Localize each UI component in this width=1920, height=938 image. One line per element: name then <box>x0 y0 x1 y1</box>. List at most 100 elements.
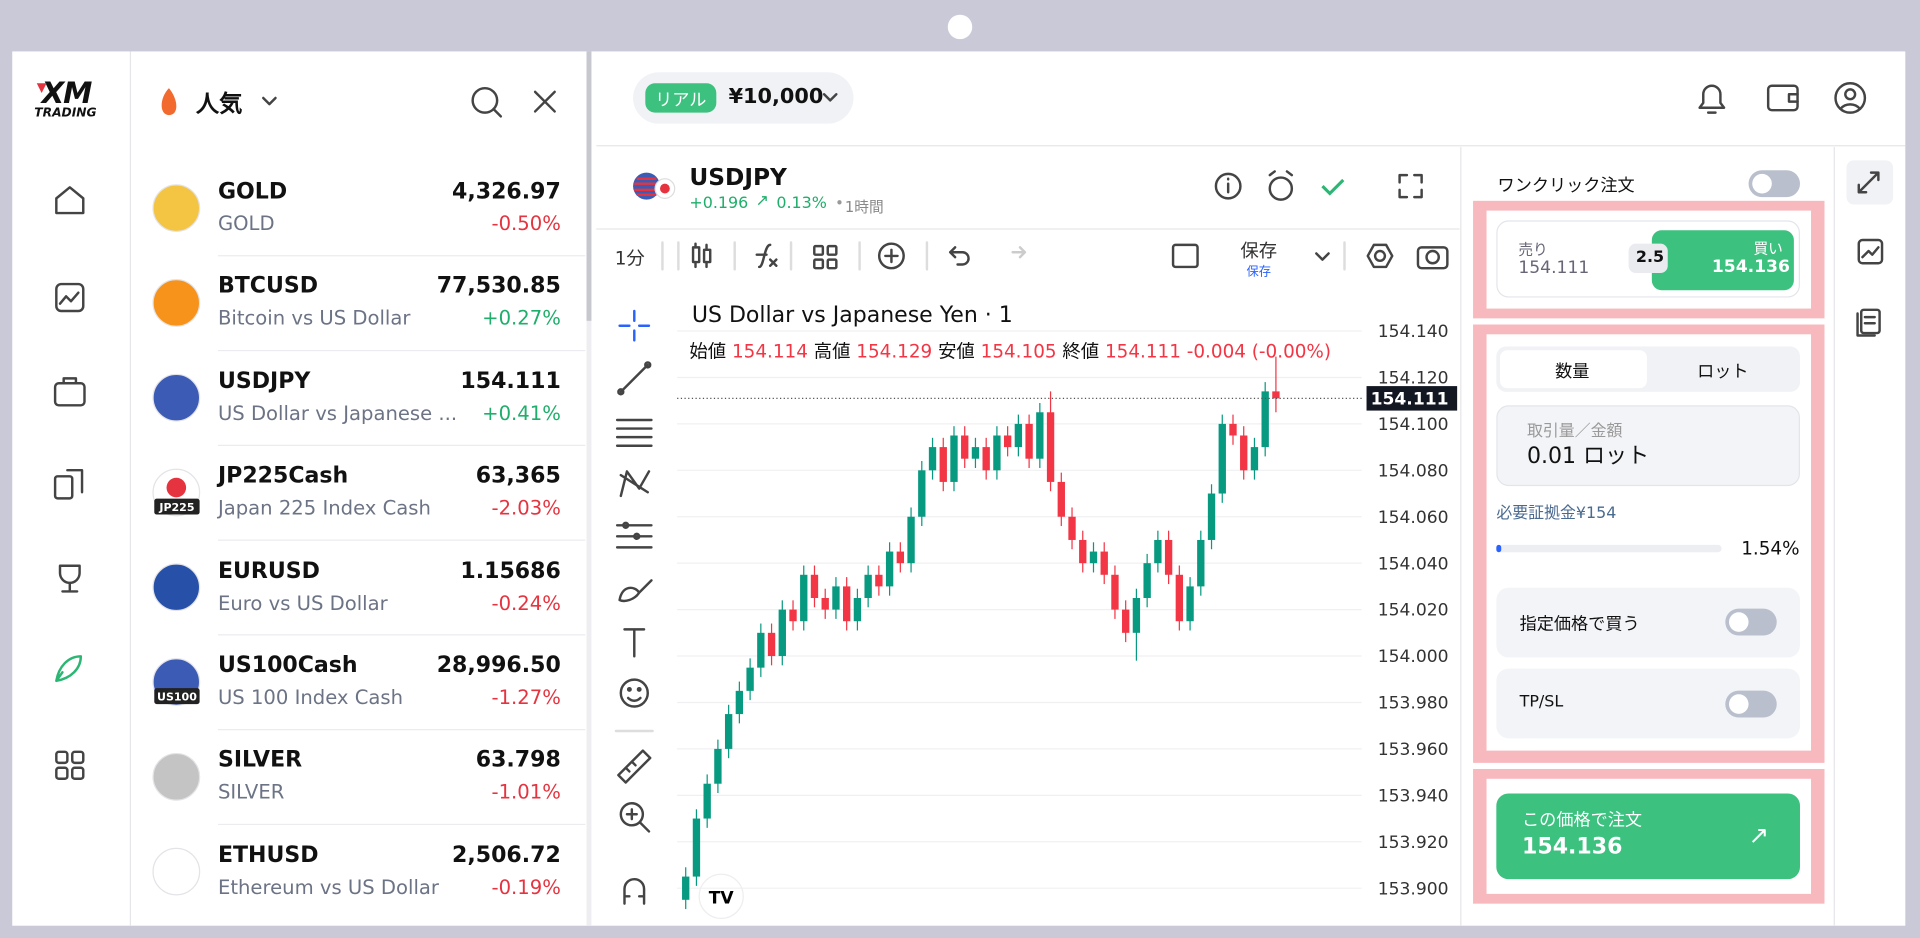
symbol-icon <box>152 184 201 233</box>
symbol[interactable]: ETHUSD <box>217 842 319 868</box>
profile-icon[interactable] <box>1834 82 1867 114</box>
one-click-toggle[interactable] <box>1748 170 1801 198</box>
fullscreen-icon[interactable] <box>1398 173 1423 199</box>
spread-badge <box>1628 243 1668 274</box>
check-icon[interactable] <box>1321 178 1345 196</box>
account-chevron[interactable] <box>822 93 838 102</box>
submit-label: この価格で注文 <box>1522 810 1643 831</box>
symbol[interactable]: SILVER <box>217 747 303 774</box>
shape <box>1416 246 1449 270</box>
symbol[interactable]: EURUSD <box>217 557 320 584</box>
change: -1.01% <box>491 780 561 804</box>
shape <box>1315 252 1330 261</box>
scroll-thumb[interactable] <box>586 51 592 321</box>
candle-body <box>832 586 840 610</box>
tab-quantity[interactable]: 数量 <box>1555 362 1590 383</box>
shape <box>1268 170 1294 177</box>
margin: 必要証拠金¥154 <box>1496 504 1617 523</box>
shape <box>53 382 86 407</box>
candle-body <box>918 470 926 517</box>
logo[interactable]: XM <box>41 75 93 111</box>
shape <box>1011 246 1027 259</box>
search-icon[interactable] <box>471 86 503 118</box>
candle-body <box>1261 391 1269 448</box>
symbol-desc: GOLD <box>217 211 275 236</box>
dropdown-chevron[interactable] <box>262 96 277 106</box>
symbol-desc: Bitcoin vs US Dollar <box>217 306 411 330</box>
buy-button[interactable] <box>1651 230 1794 291</box>
shape <box>1698 84 1726 114</box>
candle-body <box>939 447 947 482</box>
submit-button[interactable] <box>1496 793 1801 880</box>
shape <box>492 107 503 118</box>
candle-body <box>692 818 701 877</box>
price: 63.798 <box>475 747 561 774</box>
candle-body <box>1240 435 1248 471</box>
shape <box>626 686 632 692</box>
watchlist-row[interactable] <box>131 730 586 825</box>
sell-label[interactable]: 売り <box>1518 241 1548 259</box>
watchlist-row[interactable] <box>131 825 586 920</box>
candle-body <box>1143 563 1151 598</box>
candle-body <box>1154 539 1162 564</box>
tv-logo-mark: TV <box>709 889 735 909</box>
watchlist-row[interactable] <box>131 256 586 351</box>
tv-logo[interactable] <box>698 873 744 919</box>
info-icon[interactable] <box>1214 172 1242 200</box>
account-balance[interactable]: ¥10,000 <box>728 84 824 109</box>
symbol[interactable]: US100Cash <box>217 652 358 679</box>
price-tag-label: 154.111 <box>1371 389 1449 409</box>
watchlist-title[interactable]: 人気 <box>195 90 243 118</box>
interval-button[interactable]: 1分 <box>614 247 645 270</box>
symbol-badge <box>154 688 200 705</box>
tab-lot[interactable]: ロット <box>1697 362 1749 383</box>
side-icons[interactable] <box>1856 171 1884 337</box>
shape <box>1366 243 1394 269</box>
submit-price: 154.136 <box>1522 833 1623 860</box>
candle-body <box>1207 493 1216 540</box>
shape <box>55 750 69 765</box>
symbol[interactable]: BTCUSD <box>217 273 319 300</box>
watchlist-row[interactable] <box>131 161 586 256</box>
symbol[interactable]: GOLD <box>217 178 288 205</box>
limit-buy-label: 指定価格で買う <box>1519 614 1640 635</box>
close-icon[interactable] <box>533 90 556 113</box>
candle-body <box>928 447 937 471</box>
toolbar-icons[interactable] <box>661 241 1449 271</box>
limit-toggle[interactable] <box>1725 608 1777 636</box>
symbol-desc: Japan 225 Index Cash <box>217 496 431 520</box>
candle-body <box>875 574 883 587</box>
bell-icon[interactable] <box>1698 84 1726 114</box>
symbol[interactable]: USDJPY <box>217 368 311 395</box>
volume-input[interactable] <box>1496 405 1801 487</box>
change: -0.50% <box>491 211 561 236</box>
scrollbar <box>586 51 592 926</box>
candle-body <box>724 714 733 749</box>
candle-body <box>789 609 797 622</box>
alert-icon[interactable] <box>1268 170 1294 201</box>
shape <box>826 244 838 256</box>
flame-icon <box>161 88 177 116</box>
watchlist-row[interactable] <box>131 445 586 541</box>
y-tick-label: 154.020 <box>1378 601 1449 621</box>
watchlist-row[interactable] <box>131 540 586 636</box>
nav-icons[interactable] <box>53 186 86 781</box>
shape <box>617 749 652 784</box>
tpsl-toggle[interactable] <box>1725 690 1777 718</box>
drawing-tools[interactable] <box>614 309 654 905</box>
watchlist-row[interactable] <box>131 635 586 730</box>
symbol-icon <box>152 752 201 801</box>
legend-change: -0.004 (-0.00%) <box>1187 342 1331 363</box>
candle-body <box>1003 435 1012 448</box>
sell-price[interactable]: 154.111 <box>1518 258 1590 278</box>
watchlist-row[interactable] <box>131 351 586 446</box>
shape <box>1834 82 1867 114</box>
shape <box>618 579 653 603</box>
shape <box>1857 238 1884 265</box>
y-tick-label: 154.140 <box>1378 322 1449 342</box>
save-button[interactable]: 保存 <box>1240 240 1278 263</box>
symbol[interactable]: JP225Cash <box>217 463 349 489</box>
wallet-icon[interactable] <box>1766 84 1799 112</box>
shape <box>619 678 649 708</box>
